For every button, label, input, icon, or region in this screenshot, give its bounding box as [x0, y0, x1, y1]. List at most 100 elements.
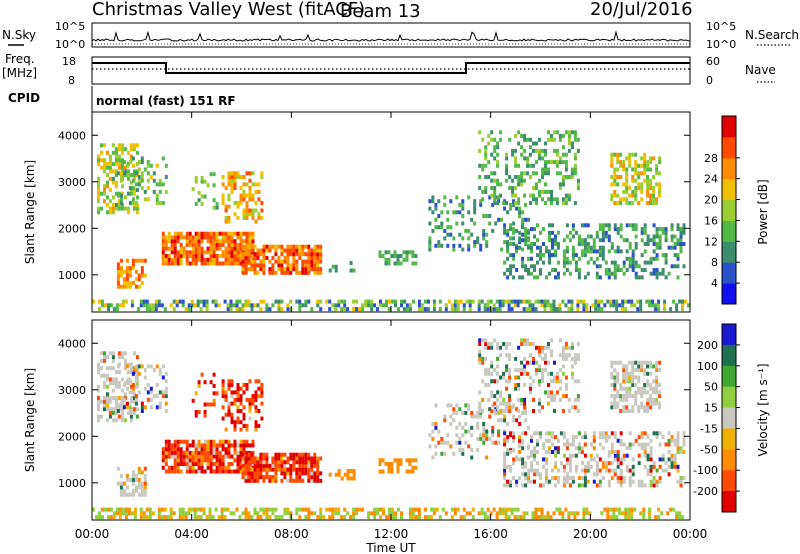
- scatter-cell: [271, 456, 275, 461]
- scatter-cell: [125, 266, 129, 271]
- scatter-cell: [265, 452, 269, 457]
- scatter-cell: [224, 439, 228, 444]
- scatter-cell: [236, 394, 240, 399]
- scatter-cell: [103, 381, 106, 386]
- scatter-cell: [114, 381, 118, 386]
- scatter-cell: [561, 145, 565, 150]
- scatter-cell: [224, 465, 228, 470]
- scatter-cell: [625, 375, 629, 380]
- scatter-cell: [268, 267, 272, 272]
- scatter-cell: [604, 464, 608, 469]
- scatter-cell: [262, 259, 266, 264]
- scatter-cell: [649, 182, 653, 187]
- scatter-cell: [251, 394, 255, 399]
- scatter-cell: [661, 253, 665, 258]
- scatter-cell: [490, 371, 494, 376]
- scatter-cell: [548, 479, 551, 484]
- scatter-cell: [484, 152, 488, 157]
- scatter-cell: [558, 307, 562, 312]
- scatter-cell: [236, 409, 240, 413]
- scatter-cell: [610, 182, 614, 187]
- scatter-cell: [103, 191, 106, 196]
- scatter-cell: [414, 515, 418, 520]
- scatter-cell: [250, 267, 254, 272]
- scatter-cell: [161, 394, 165, 399]
- scatter-cell: [530, 464, 533, 469]
- scatter-cell: [518, 206, 522, 211]
- scatter-cell: [185, 443, 189, 448]
- scatter-cell: [120, 165, 124, 170]
- scatter-cell: [546, 511, 550, 516]
- scatter-cell: [555, 148, 559, 153]
- scatter-cell: [637, 405, 641, 410]
- scatter-cell: [131, 489, 135, 493]
- scatter-cell: [624, 507, 628, 512]
- scatter-cell: [561, 364, 565, 369]
- scatter-cell: [286, 244, 290, 249]
- scatter-cell: [496, 160, 500, 165]
- scatter-cell: [461, 448, 465, 453]
- scatter-cell: [194, 257, 198, 262]
- scatter-cell: [551, 442, 554, 447]
- scatter-cell: [411, 511, 415, 516]
- scatter-cell: [571, 435, 575, 440]
- scatter-cell: [233, 458, 237, 463]
- scatter-cell: [558, 368, 562, 373]
- scatter-cell: [298, 471, 302, 476]
- scatter-cell: [200, 194, 204, 199]
- scatter-cell: [524, 268, 528, 272]
- scatter-cell: [585, 511, 589, 516]
- scatter-cell: [209, 261, 213, 266]
- scatter-cell: [542, 227, 545, 232]
- scatter-cell: [200, 246, 204, 251]
- scatter-cell: [613, 201, 617, 205]
- scatter-cell: [260, 390, 264, 395]
- scatter-cell: [625, 201, 629, 205]
- scatter-cell: [194, 462, 198, 466]
- scatter-cell: [209, 450, 213, 455]
- scatter-cell: [619, 234, 623, 239]
- scatter-cell: [334, 303, 338, 308]
- scatter-cell: [570, 342, 574, 346]
- scatter-cell: [405, 257, 409, 262]
- scatter-cell: [485, 232, 489, 237]
- scatter-cell: [295, 244, 299, 249]
- scatter-cell: [391, 511, 394, 516]
- scatter-cell: [111, 381, 115, 386]
- scatter-cell: [452, 407, 456, 412]
- scatter-cell: [502, 401, 506, 406]
- scatter-cell: [570, 299, 574, 304]
- scatter-cell: [197, 450, 201, 455]
- y-tick-label: 2000: [58, 430, 86, 443]
- scatter-cell: [646, 160, 650, 165]
- scatter-cell: [539, 483, 542, 488]
- scatter-cell: [598, 223, 602, 228]
- scatter-cell: [244, 299, 248, 304]
- scatter-cell: [487, 160, 491, 165]
- scatter-cell: [661, 230, 665, 235]
- scatter-cell: [426, 299, 430, 304]
- scatter-cell: [637, 201, 641, 205]
- scatter-cell: [379, 299, 382, 304]
- scatter-cell: [549, 307, 553, 312]
- scatter-cell: [239, 439, 243, 444]
- scatter-cell: [567, 141, 571, 146]
- scatter-cell: [292, 456, 296, 461]
- scatter-cell: [108, 210, 112, 215]
- scatter-cell: [298, 244, 302, 249]
- scatter-cell: [286, 460, 290, 465]
- scatter-cell: [547, 167, 550, 172]
- scatter-cell: [239, 231, 243, 236]
- scatter-cell: [655, 479, 659, 484]
- scatter-cell: [514, 186, 518, 191]
- scatter-cell: [652, 386, 656, 391]
- scatter-cell: [179, 462, 183, 466]
- scatter-cell: [346, 307, 350, 312]
- scatter-cell: [493, 193, 497, 198]
- scatter-cell: [114, 370, 118, 374]
- scatter-cell: [616, 450, 620, 454]
- scatter-cell: [561, 201, 565, 205]
- scatter-cell: [133, 515, 137, 520]
- scatter-cell: [226, 507, 230, 512]
- scatter-cell: [512, 431, 516, 436]
